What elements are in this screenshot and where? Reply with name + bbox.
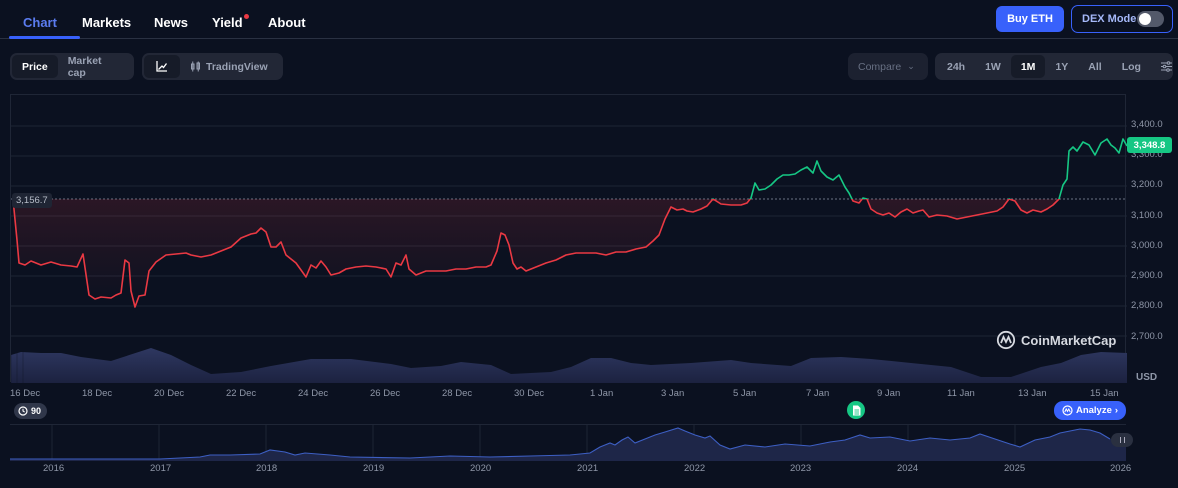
x-tick: 22 Dec (226, 388, 257, 399)
chart-settings-button[interactable] (1151, 55, 1178, 78)
tab-yield-label: Yield (212, 15, 243, 30)
year-tick: 2025 (1004, 463, 1026, 474)
x-tick: 3 Jan (661, 388, 685, 399)
x-tick: 28 Dec (442, 388, 473, 399)
y-tick: 2,900.0 (1131, 270, 1163, 281)
toggle-knob (1139, 13, 1151, 25)
y-tick: 3,000.0 (1131, 240, 1163, 251)
active-tab-indicator (9, 36, 80, 39)
year-tick: 2020 (470, 463, 492, 474)
range-24h[interactable]: 24h (947, 60, 966, 73)
dex-mode-toggle[interactable]: DEX Mode (1071, 5, 1173, 33)
metric-switch: Price Market cap (10, 53, 134, 80)
tab-yield[interactable]: Yield (212, 14, 249, 30)
price-chart-plot (11, 125, 1127, 383)
y-tick: 3,100.0 (1131, 210, 1163, 221)
y-tick: 2,700.0 (1131, 331, 1163, 342)
x-tick: 15 Jan (1090, 388, 1119, 399)
tab-markets[interactable]: Markets (82, 15, 132, 30)
x-tick: 30 Dec (514, 388, 545, 399)
navigator-plot (10, 425, 1126, 461)
line-chart-icon (156, 61, 168, 72)
tradingview-button[interactable]: TradingView (180, 55, 278, 78)
x-tick: 1 Jan (590, 388, 614, 399)
x-tick: 24 Dec (298, 388, 329, 399)
x-tick: 16 Dec (10, 388, 41, 399)
buy-eth-button[interactable]: Buy ETH (996, 6, 1064, 32)
log-scale-button[interactable]: Log (1121, 60, 1141, 73)
year-tick: 2022 (684, 463, 706, 474)
chevron-down-icon: ⌄ (907, 61, 915, 71)
range-switch: 24h 1W 1M 1Y All Log (935, 53, 1173, 80)
notification-dot (243, 14, 249, 19)
year-tick: 2021 (577, 463, 599, 474)
toggle-switch[interactable] (1137, 11, 1164, 27)
y-tick: 3,300.0 (1131, 149, 1163, 160)
range-all[interactable]: All (1088, 60, 1102, 73)
price-tab[interactable]: Price (12, 55, 58, 78)
open-price-tag: 3,156.7 (12, 193, 52, 208)
tab-about[interactable]: About (268, 15, 306, 30)
candlestick-icon (191, 61, 200, 72)
x-tick: 7 Jan (806, 388, 830, 399)
coinmarketcap-logo-icon (996, 330, 1016, 350)
compare-dropdown[interactable]: Compare ⌄ (848, 53, 928, 80)
y-tick: 3,200.0 (1131, 179, 1163, 190)
history-count: 90 (31, 406, 42, 416)
year-tick: 2026 (1110, 463, 1132, 474)
range-1w[interactable]: 1W (985, 60, 1001, 73)
tab-news[interactable]: News (154, 15, 188, 30)
price-chart[interactable] (10, 94, 1127, 383)
analyze-button[interactable]: Analyze › (1054, 401, 1126, 420)
chevron-right-icon: › (1114, 405, 1119, 416)
compare-label: Compare (858, 60, 902, 73)
x-tick: 26 Dec (370, 388, 401, 399)
range-navigator[interactable] (10, 424, 1126, 461)
watermark-text: CoinMarketCap (1021, 332, 1117, 348)
news-marker[interactable] (847, 401, 865, 419)
year-tick: 2018 (256, 463, 278, 474)
range-1y[interactable]: 1Y (1055, 60, 1069, 73)
market-cap-tab[interactable]: Market cap (67, 54, 102, 79)
range-1m[interactable]: 1M (1010, 55, 1046, 78)
coinmarketcap-watermark: CoinMarketCap (996, 330, 1116, 350)
dex-mode-label: DEX Mode (1082, 13, 1137, 25)
history-icon (18, 406, 28, 416)
navigator-handle[interactable] (1111, 433, 1133, 447)
currency-label: USD (1136, 372, 1158, 383)
year-tick: 2024 (897, 463, 919, 474)
x-tick: 18 Dec (82, 388, 113, 399)
x-tick: 5 Jan (733, 388, 757, 399)
chart-type-switch: TradingView (142, 53, 283, 80)
line-chart-button[interactable] (144, 55, 180, 78)
y-tick: 3,400.0 (1131, 119, 1163, 130)
analyze-label: Analyze (1075, 405, 1112, 416)
tradingview-label: TradingView (206, 60, 268, 73)
year-tick: 2023 (790, 463, 812, 474)
current-price-tag: 3,348.8 (1127, 137, 1172, 153)
x-tick: 9 Jan (877, 388, 901, 399)
document-icon (852, 405, 860, 415)
x-tick: 20 Dec (154, 388, 185, 399)
y-tick: 2,800.0 (1131, 300, 1163, 311)
year-tick: 2017 (150, 463, 172, 474)
x-tick: 13 Jan (1018, 388, 1047, 399)
history-badge[interactable]: 90 (14, 403, 48, 419)
sliders-icon (1160, 61, 1172, 72)
year-tick: 2016 (43, 463, 65, 474)
top-nav: Chart Markets News Yield About Buy ETH D… (0, 0, 1178, 39)
tab-chart[interactable]: Chart (23, 15, 57, 30)
year-tick: 2019 (363, 463, 385, 474)
analyze-icon (1062, 405, 1073, 416)
x-tick: 11 Jan (947, 388, 975, 399)
